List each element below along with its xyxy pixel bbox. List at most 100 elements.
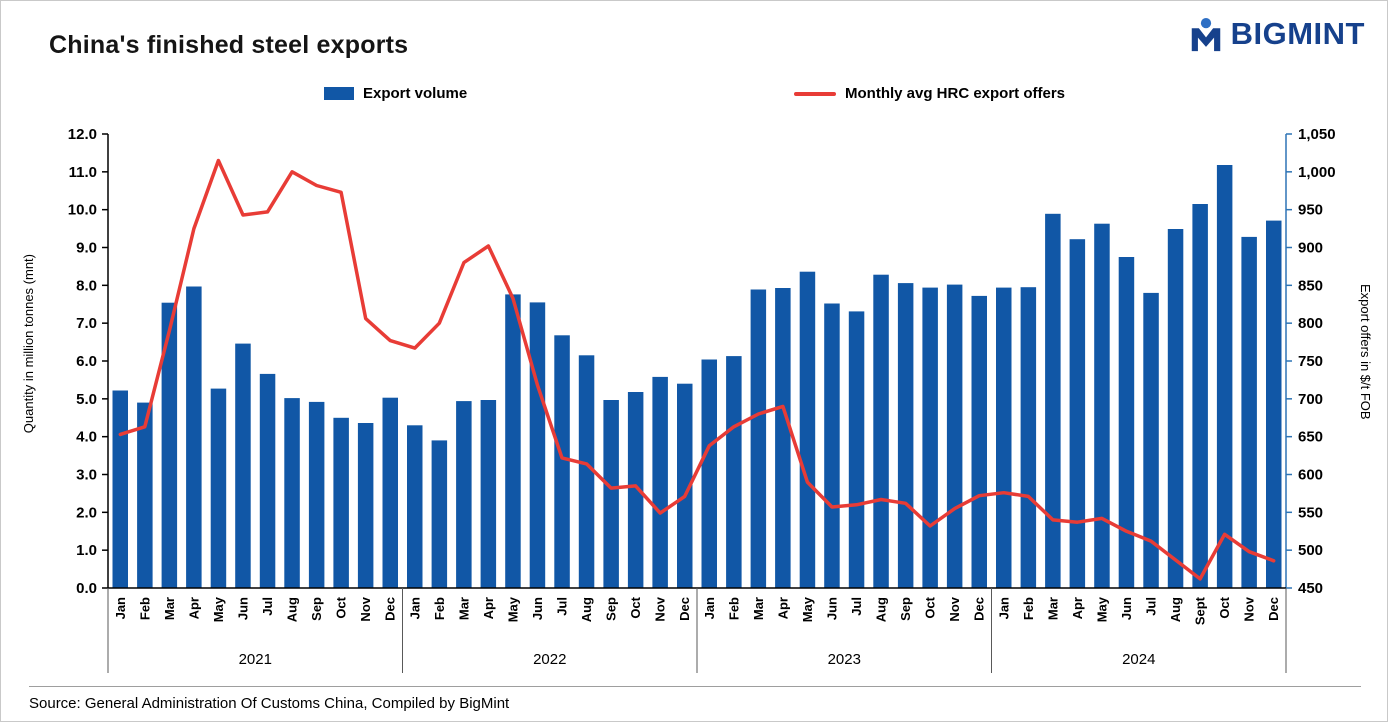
right-tick-label: 950: [1298, 202, 1323, 219]
bigmint-logo: BIGMINT: [1187, 15, 1365, 53]
right-tick-label: 650: [1298, 429, 1323, 446]
left-tick-label: 2.0: [76, 504, 97, 521]
right-tick-label: 450: [1298, 580, 1323, 597]
legend-export-volume: Export volume: [324, 85, 467, 102]
month-label: Feb: [1021, 597, 1036, 620]
export-volume-bar: [333, 417, 349, 589]
month-label: Jan: [407, 597, 422, 619]
month-label: Jun: [1119, 597, 1134, 620]
export-volume-bar: [726, 356, 742, 588]
year-label: 2022: [533, 651, 566, 668]
export-volume-bar: [1266, 220, 1282, 588]
left-tick-label: 12.0: [68, 126, 97, 143]
month-label: Jan: [996, 597, 1011, 619]
month-label: Dec: [1266, 597, 1281, 621]
year-label: 2021: [239, 651, 272, 668]
month-label: Jul: [849, 597, 864, 616]
source-note: Source: General Administration Of Custom…: [29, 695, 510, 712]
export-volume-bar: [701, 359, 717, 588]
month-label: Jun: [235, 597, 250, 620]
export-volume-bar: [578, 355, 595, 588]
month-label: Nov: [358, 596, 373, 621]
year-label: 2023: [828, 651, 861, 668]
export-volume-bar: [775, 288, 791, 588]
export-volume-bar: [284, 398, 300, 588]
export-volume-bar: [308, 401, 325, 588]
legend-bar-swatch: [324, 87, 354, 100]
export-volume-bar: [431, 440, 448, 588]
right-tick-label: 550: [1298, 504, 1323, 521]
right-tick-label: 1,000: [1298, 164, 1336, 181]
left-tick-label: 7.0: [76, 315, 97, 332]
month-label: Oct: [334, 596, 349, 618]
export-volume-bar: [603, 400, 619, 588]
month-label: Jan: [702, 597, 717, 619]
month-label: Aug: [874, 597, 889, 622]
export-volume-bar: [1143, 292, 1159, 588]
export-volume-bar: [627, 392, 644, 588]
export-volume-bar: [824, 303, 840, 588]
export-volume-bar: [946, 284, 963, 588]
month-label: Mar: [751, 597, 766, 620]
month-label: Dec: [677, 597, 692, 621]
export-volume-bar: [971, 295, 987, 588]
month-label: Apr: [1070, 597, 1085, 619]
month-label: Feb: [726, 597, 741, 620]
month-label: Sep: [604, 597, 619, 621]
month-label: Apr: [481, 597, 496, 619]
month-label: Mar: [456, 597, 471, 620]
left-tick-label: 1.0: [76, 542, 97, 559]
month-label: Jul: [260, 597, 275, 616]
month-label: Dec: [972, 597, 987, 621]
month-label: Mar: [162, 597, 177, 620]
left-tick-label: 9.0: [76, 240, 97, 257]
footer-divider: [29, 686, 1361, 687]
right-axis-title: Export offers in $/t FOB: [1358, 284, 1373, 420]
export-volume-bar: [210, 388, 227, 588]
export-volume-bar: [1069, 239, 1086, 588]
export-volume-bar: [848, 311, 865, 588]
export-volume-bar: [529, 302, 546, 588]
export-volume-bar: [505, 294, 521, 588]
export-volume-bar: [407, 425, 423, 588]
export-volume-bar: [1118, 257, 1135, 588]
left-tick-label: 6.0: [76, 353, 97, 370]
export-volume-bar: [677, 383, 693, 588]
right-tick-label: 850: [1298, 277, 1323, 294]
export-volume-bar: [996, 287, 1012, 588]
month-label: Apr: [775, 597, 790, 619]
export-volume-bar: [161, 302, 178, 588]
month-label: Nov: [653, 596, 668, 621]
export-volume-bar: [1216, 165, 1233, 588]
right-tick-label: 600: [1298, 467, 1323, 484]
bigmint-logo-icon: [1191, 17, 1220, 52]
export-volume-bar: [137, 402, 153, 588]
month-label: Nov: [1242, 596, 1257, 621]
page-title: China's finished steel exports: [49, 31, 409, 59]
export-volume-bar: [1020, 287, 1037, 588]
left-tick-label: 8.0: [76, 277, 97, 294]
month-label: Aug: [1168, 597, 1183, 622]
legend-bar-label: Export volume: [363, 85, 468, 102]
month-label: Jan: [113, 597, 128, 619]
month-label: May: [1094, 596, 1109, 622]
month-label: Sept: [1193, 596, 1208, 625]
export-volume-bar: [922, 287, 938, 588]
export-volume-bar: [112, 390, 128, 588]
legend-line-label: Monthly avg HRC export offers: [845, 85, 1066, 102]
month-label: Sep: [309, 597, 324, 621]
month-label: Oct: [923, 596, 938, 618]
month-label: Jun: [824, 597, 839, 620]
month-label: Aug: [285, 597, 300, 622]
month-label: Oct: [628, 596, 643, 618]
month-label: Feb: [137, 597, 152, 620]
right-tick-label: 700: [1298, 391, 1323, 408]
year-label: 2024: [1122, 651, 1155, 668]
left-tick-label: 11.0: [69, 164, 97, 181]
month-label: May: [505, 596, 520, 622]
export-volume-bar: [456, 401, 472, 588]
export-volume-bar: [235, 343, 251, 588]
left-axis-title: Quantity in million tonnes (mnt): [21, 254, 36, 434]
left-tick-label: 4.0: [76, 429, 97, 446]
